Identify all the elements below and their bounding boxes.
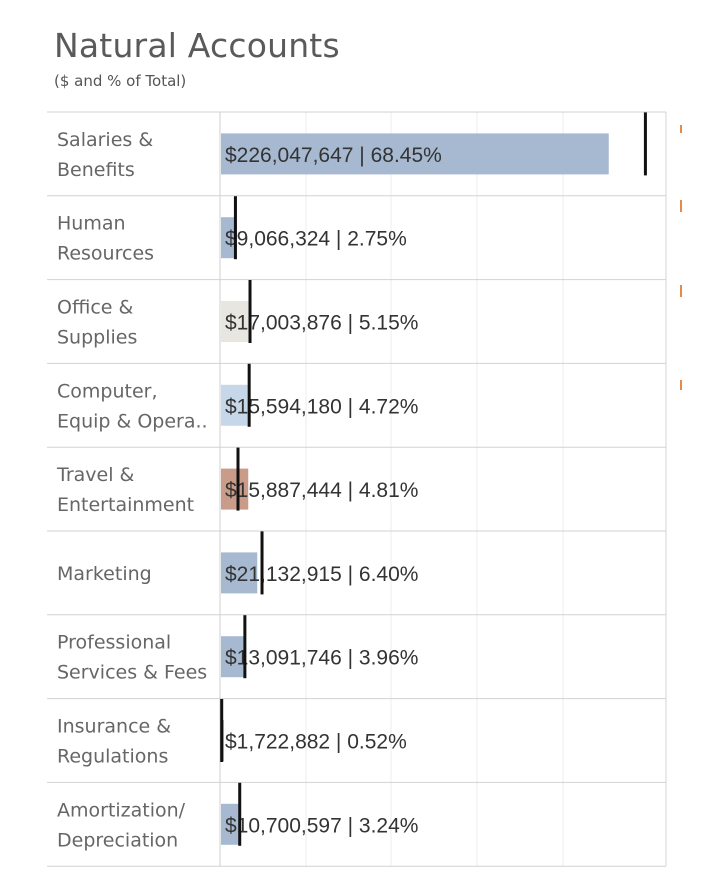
row-label-line: Resources — [57, 243, 154, 265]
bar-7 — [221, 636, 244, 678]
row-label: Amortization/Depreciation — [57, 799, 186, 851]
row-label-line: Professional — [57, 632, 171, 654]
row-label: Travel & Entertainment — [56, 464, 194, 516]
row-label-line: Travel & — [56, 464, 135, 486]
row-label-line: Salaries & — [57, 129, 153, 151]
row-label-line: Amortization/ — [57, 799, 186, 821]
edge-indicator — [680, 285, 682, 297]
bar-5 — [221, 468, 249, 510]
edge-indicator — [680, 200, 682, 212]
bar-4 — [221, 384, 248, 426]
row-label-line: Human — [57, 213, 126, 235]
value-label: $1,722,882 | 0.52% — [225, 731, 407, 754]
row-label-line: Office & — [57, 297, 133, 319]
bar-6 — [221, 552, 258, 594]
row-label-line: Depreciation — [57, 829, 178, 851]
edge-indicator — [680, 380, 682, 390]
row-label-line: Insurance & — [57, 716, 171, 738]
row-label-line: Marketing — [57, 563, 152, 585]
row-label-line: Equip & Opera.. — [57, 410, 208, 432]
row-label-line: Supplies — [57, 327, 137, 349]
value-label: $17,003,876 | 5.15% — [225, 312, 418, 335]
row-label-line: Regulations — [57, 746, 168, 768]
row-label: Professional Services & Fees — [57, 632, 207, 684]
value-label: $21,132,915 | 6.40% — [225, 563, 418, 586]
value-label: $15,594,180 | 4.72% — [225, 395, 418, 418]
bar-2 — [221, 217, 237, 259]
row-label: Human Resources — [57, 213, 154, 265]
value-label: $9,066,324 | 2.75% — [225, 228, 407, 251]
row-label: Office & Supplies — [57, 297, 137, 349]
bar-1 — [221, 133, 609, 175]
row-label: Insurance & Regulations — [57, 716, 171, 768]
value-label: $10,700,597 | 3.24% — [225, 814, 418, 837]
value-label: $226,047,647 | 68.45% — [225, 144, 442, 167]
chart-title: Natural Accounts — [54, 26, 340, 65]
edge-indicator — [680, 125, 682, 133]
chart-subtitle: ($ and % of Total) — [54, 72, 187, 90]
row-label-line: Benefits — [57, 159, 135, 181]
value-label: $15,887,444 | 4.81% — [225, 479, 418, 502]
row-label-line: Computer, — [57, 380, 158, 402]
row-label: Computer, Equip & Opera.. — [57, 380, 208, 432]
row-label-line: Services & Fees — [57, 662, 207, 684]
row-label: Marketing — [57, 563, 152, 585]
bar-3 — [221, 301, 251, 342]
row-label-line: Entertainment — [57, 494, 194, 516]
bar-9 — [221, 803, 240, 845]
value-label: $13,091,746 | 3.96% — [225, 647, 418, 670]
row-label: Salaries & Benefits — [57, 129, 153, 181]
